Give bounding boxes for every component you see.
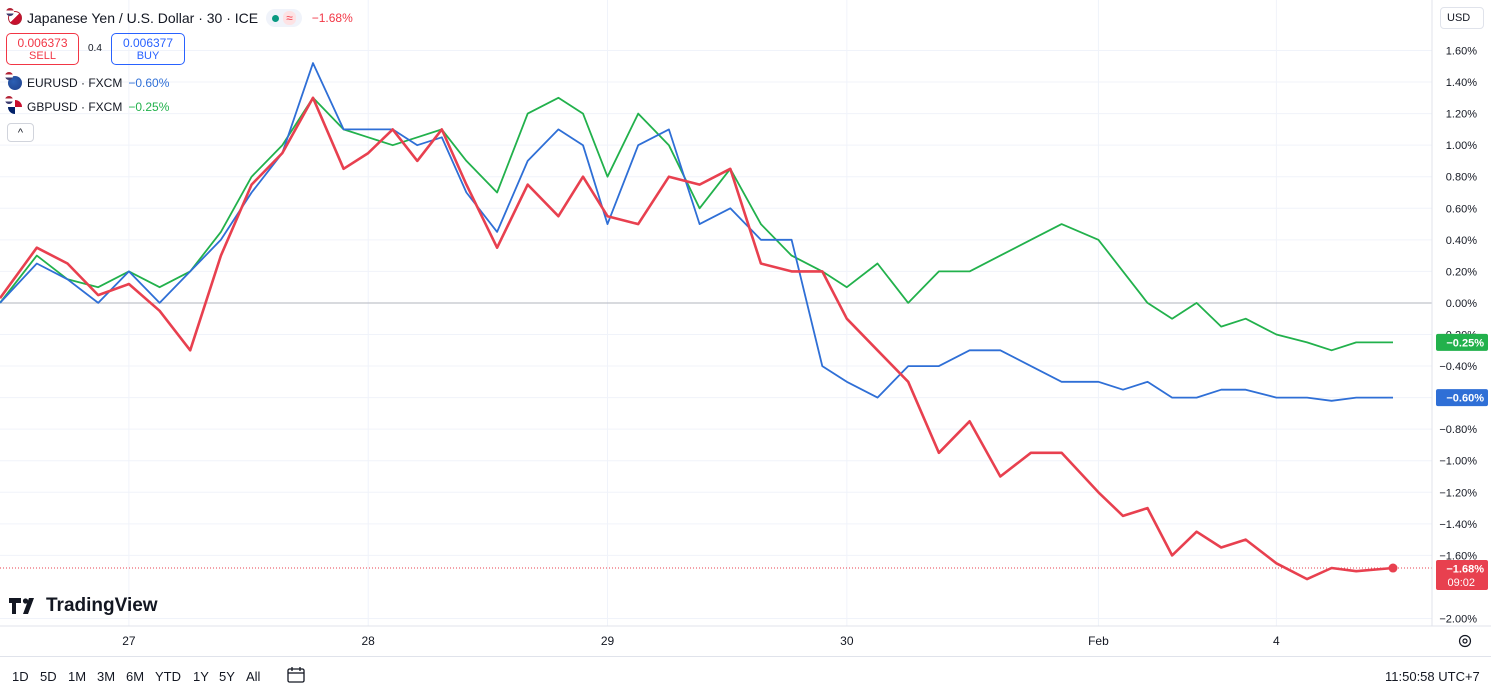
x-tick-label: 4 [1273,634,1280,648]
last-value-badge [1436,560,1488,591]
x-tick-label: 29 [601,634,615,648]
last-value-text: −0.60% [1446,393,1484,405]
range-1d-button[interactable]: 1D [12,669,29,684]
currency-label: USD [1447,12,1471,24]
last-value-text: −1.68% [1446,564,1484,576]
last-value-labels: −0.60% −0.25% −1.68%09:02 [1436,333,1488,591]
y-tick-label: 0.20% [1446,266,1477,278]
range-1m-button[interactable]: 1M [68,669,87,684]
chevron-up-icon: ^ [17,126,24,139]
calendar-icon[interactable] [287,666,305,683]
price-scale-bg [1432,0,1491,626]
y-tick-label: 0.00% [1446,298,1477,310]
y-tick-label: 0.60% [1446,203,1477,215]
x-tick-label: Feb [1088,634,1109,648]
last-value-countdown: 09:02 [1447,577,1475,589]
last-value-badge [1436,333,1488,351]
symbol-title: Japanese Yen / U.S. Dollar · 30 · ICE [27,10,259,26]
range-6m-button[interactable]: 6M [126,669,145,684]
eurusd-flag-icon [5,72,22,90]
y-tick-label: −1.00% [1439,456,1477,468]
gbpusd-name: GBPUSD · FXCM [27,100,123,114]
chart-grid [0,0,1432,626]
tradingview-logo-icon [9,598,34,614]
delayed-data-icon: ≈ [283,11,296,25]
logo-text: TradingView [46,595,158,616]
clock-display[interactable]: 11:50:58 UTC+7 [1385,669,1480,684]
gbpusd-change: −0.25% [128,100,170,114]
collapse-legend-button[interactable]: ^ [7,123,34,142]
series-line-2 [0,96,1393,352]
bottom-toolbar: 1D 5D 1M 3M 6M YTD 1Y 5Y All 11:50:58 UT… [0,656,1491,694]
y-tick-label: −0.80% [1439,424,1477,436]
range-1y-button[interactable]: 1Y [193,669,209,684]
range-3m-button[interactable]: 3M [97,669,116,684]
buy-price: 0.006377 [122,36,174,50]
series-layer [0,62,1432,581]
buy-button[interactable]: 0.006377 BUY [111,33,185,65]
y-tick-label: 0.40% [1446,235,1477,247]
y-tick-label: 0.80% [1446,172,1477,184]
x-tick-label: 28 [362,634,376,648]
x-tick-label: 30 [840,634,854,648]
y-tick-label: 1.00% [1446,140,1477,152]
last-value-text: −0.25% [1446,337,1484,349]
x-tick-label: 27 [122,634,136,648]
time-scale[interactable]: 27 28 29 30 Feb 4 [0,625,1491,648]
eurusd-name: EURUSD · FXCM [27,76,123,90]
comparison-chart[interactable]: 1.60% 1.40% 1.20% 1.00% 0.80% 0.60% 0.40% 0.20%… [0,0,1491,656]
tradingview-logo[interactable]: TradingView [9,595,158,617]
sell-label: SELL [29,50,56,62]
eurusd-change: −0.60% [128,76,170,90]
series-line-0 [0,96,1394,581]
y-tick-label: 1.40% [1446,77,1477,89]
sell-button[interactable]: 0.006373 SELL [6,33,79,65]
symbol-change: −1.68% [311,11,353,25]
market-open-icon [272,14,280,22]
y-tick-label: 1.20% [1446,109,1477,121]
buy-label: BUY [136,50,160,62]
sell-price: 0.006373 [17,36,68,50]
currency-selector[interactable]: USD [1440,7,1484,29]
settings-gear-icon[interactable] [1457,633,1473,649]
y-tick-label: −0.40% [1439,361,1477,373]
y-tick-label: −2.00% [1439,614,1477,626]
price-scale[interactable]: 1.60% 1.40% 1.20% 1.00% 0.80% 0.60% 0.40% 0.20%… [1431,0,1491,626]
main-symbol-legend[interactable]: Japanese Yen / U.S. Dollar · 30 · ICE ≈ … [6,8,353,27]
legend-eurusd[interactable]: EURUSD · FXCM −0.60% [5,72,170,90]
y-tick-label: −1.60% [1439,550,1477,562]
last-value-badge [1436,389,1488,407]
range-5d-button[interactable]: 5D [40,669,57,684]
last-price-marker [1388,563,1398,573]
legend-gbpusd[interactable]: GBPUSD · FXCM −0.25% [5,96,170,114]
range-5y-button[interactable]: 5Y [219,669,235,684]
range-all-button[interactable]: All [246,669,261,684]
spread-value: 0.4 [88,43,102,54]
series-line-1 [0,62,1393,402]
jpyusd-flag-icon [6,8,22,25]
gbpusd-flag-icon [5,96,22,114]
y-tick-label: −1.20% [1439,487,1477,499]
y-tick-label: −1.40% [1439,519,1477,531]
y-tick-label: 1.60% [1446,46,1477,58]
range-ytd-button[interactable]: YTD [155,669,181,684]
market-status[interactable]: ≈ [266,9,302,27]
